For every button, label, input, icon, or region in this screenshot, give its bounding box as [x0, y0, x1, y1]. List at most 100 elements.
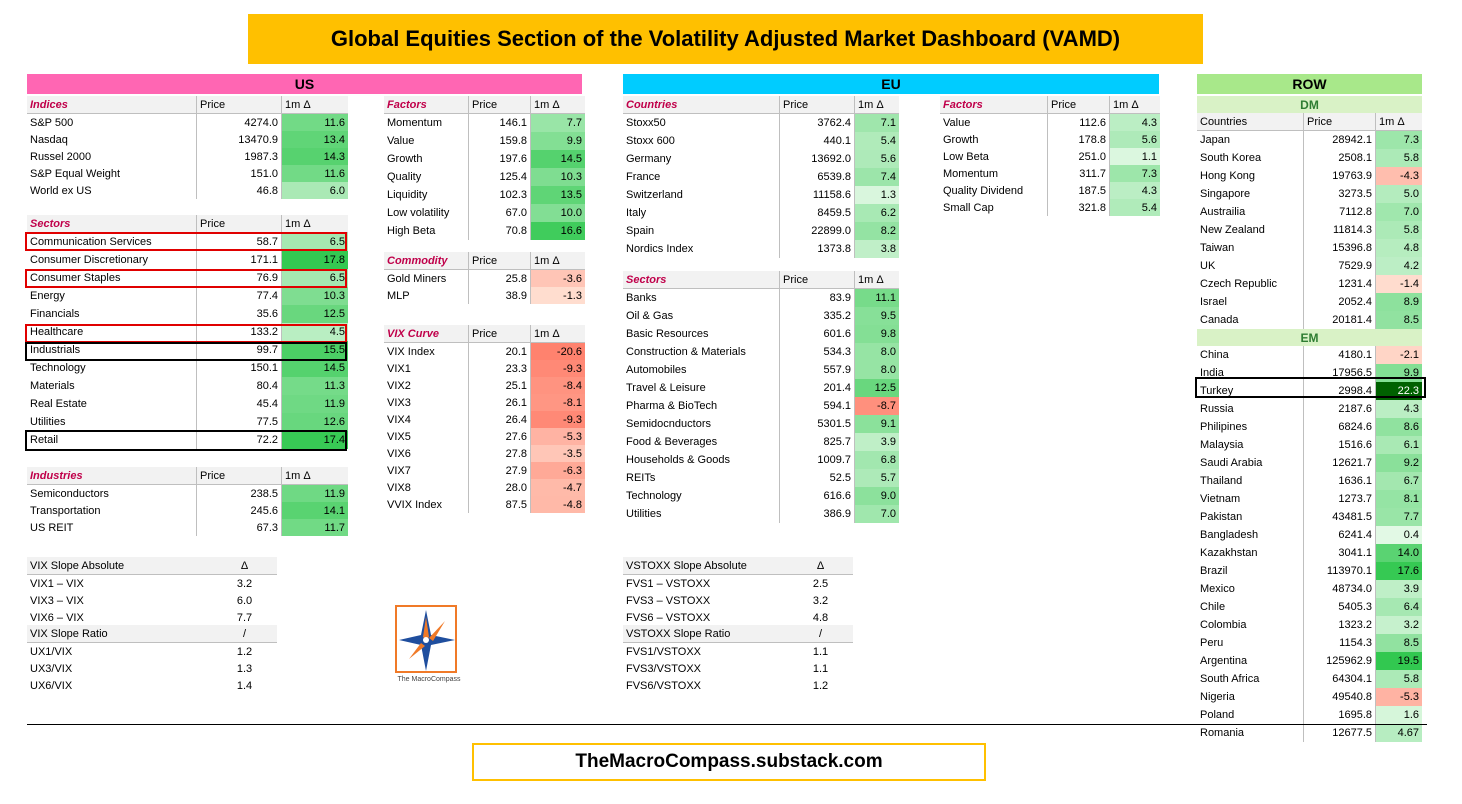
- price-cell: 12621.7: [1304, 454, 1376, 472]
- row-label: Kazakhstan: [1197, 544, 1304, 562]
- change-cell: 17.6: [1376, 562, 1422, 580]
- price-cell: 125.4: [469, 168, 531, 186]
- price-cell: 251.0: [1048, 148, 1110, 165]
- row-label: FVS6/VSTOXX: [626, 679, 701, 692]
- table-row: Utilities 386.9 7.0: [623, 505, 899, 523]
- price-cell: 825.7: [780, 433, 855, 451]
- change-cell: 11.9: [282, 485, 348, 502]
- table-row: Russel 2000 1987.3 14.3: [27, 148, 348, 165]
- country-row-hong-kong: Hong Kong 19763.9 -4.3: [1197, 167, 1422, 185]
- change-cell: 9.8: [855, 325, 899, 343]
- us-factors-table: Factors Price 1m Δ Momentum 146.1 7.7 Value 159…: [384, 96, 585, 240]
- price-cell: 25.1: [469, 377, 531, 394]
- country-row-new-zealand: New Zealand 11814.3 5.8: [1197, 221, 1422, 239]
- table-row: US REIT 67.3 11.7: [27, 519, 348, 536]
- price-cell: 1695.8: [1304, 706, 1376, 724]
- row-label: Food & Beverages: [623, 433, 780, 451]
- change-cell: 4.3: [1110, 182, 1160, 199]
- change-cell: 9.0: [855, 487, 899, 505]
- change-cell: 1.3: [855, 186, 899, 204]
- change-cell: 6.1: [1376, 436, 1422, 454]
- price-cell: 1009.7: [780, 451, 855, 469]
- price-cell: Price: [1048, 96, 1110, 113]
- change-cell: 8.0: [855, 343, 899, 361]
- change-cell: 6.0: [282, 182, 348, 199]
- change-cell: 12.5: [282, 305, 348, 323]
- country-row-brazil: Brazil 113970.1 17.6: [1197, 562, 1422, 580]
- logo-text: The MacroCompass: [397, 676, 461, 683]
- row-label: Poland: [1197, 706, 1304, 724]
- change-cell: 7.1: [855, 114, 899, 132]
- row-label: World ex US: [27, 182, 197, 199]
- change-cell: 8.5: [1376, 634, 1422, 652]
- change-cell: 1m Δ: [285, 217, 311, 230]
- row-label: New Zealand: [1197, 221, 1304, 239]
- value-cell: 2.5: [812, 577, 829, 590]
- row-label: Argentina: [1197, 652, 1304, 670]
- row-label: Retail: [27, 431, 197, 449]
- change-cell: 14.5: [282, 359, 348, 377]
- row-label: Germany: [623, 150, 780, 168]
- table-header-row: VIX Curve Price 1m Δ: [384, 325, 585, 343]
- table-row: Quality Dividend 187.5 4.3: [940, 182, 1160, 199]
- change-cell: 3.9: [1376, 580, 1422, 598]
- row-label: UX1/VIX: [30, 645, 73, 658]
- row-label: Growth: [384, 150, 469, 168]
- price-cell: 11158.6: [780, 186, 855, 204]
- change-cell: 3.8: [855, 240, 899, 258]
- price-cell: 125962.9: [1304, 652, 1376, 670]
- table-header-row: Sectors Price 1m Δ: [27, 215, 348, 233]
- country-row-philipines: Philipines 6824.6 8.6: [1197, 418, 1422, 436]
- vix-curve-table: VIX Curve Price 1m Δ VIX Index 20.1 -20.6 VIX1…: [384, 325, 585, 513]
- table-header-row: Factors Price 1m Δ: [384, 96, 585, 114]
- change-cell: 1m Δ: [534, 98, 560, 111]
- footer-link[interactable]: TheMacroCompass.substack.com: [472, 743, 986, 781]
- price-cell: 43481.5: [1304, 508, 1376, 526]
- price-cell: 440.1: [780, 132, 855, 150]
- value-cell: 1.4: [236, 679, 253, 692]
- value-cell: 1.2: [236, 645, 253, 658]
- row-label: Transportation: [27, 502, 197, 519]
- row-label: Low Beta: [940, 148, 1048, 165]
- price-cell: 3762.4: [780, 114, 855, 132]
- change-cell: 4.3: [1110, 114, 1160, 131]
- price-cell: Price: [197, 215, 282, 232]
- table-row: VVIX Index 87.5 -4.8: [384, 496, 585, 513]
- row-label: Singapore: [1197, 185, 1304, 203]
- change-cell: -9.3: [531, 360, 585, 377]
- table-row: VIX3 – VIX 6.0: [27, 592, 277, 609]
- vix-slope-ratio-table: VIX Slope Ratio / UX1/VIX 1.2 UX3/VIX 1.3 UX6/…: [27, 625, 277, 694]
- table-row: Nasdaq 13470.9 13.4: [27, 131, 348, 148]
- table-row: VIX6 27.8 -3.5: [384, 445, 585, 462]
- value-cell: /: [818, 627, 823, 640]
- price-cell: 171.1: [197, 251, 282, 269]
- change-cell: 11.1: [855, 289, 899, 307]
- change-cell: 8.6: [1376, 418, 1422, 436]
- table-title: VIX Slope Absolute: [30, 559, 125, 572]
- table-header-row: Countries Price 1m Δ: [1197, 113, 1422, 131]
- change-cell: 16.6: [531, 222, 585, 240]
- table-row: VIX2 25.1 -8.4: [384, 377, 585, 394]
- row-label: VIX3 – VIX: [30, 594, 84, 607]
- table-row: Switzerland 11158.6 1.3: [623, 186, 899, 204]
- country-row-singapore: Singapore 3273.5 5.0: [1197, 185, 1422, 203]
- change-cell: 7.4: [855, 168, 899, 186]
- change-cell: 12.5: [855, 379, 899, 397]
- table-row: VIX1 23.3 -9.3: [384, 360, 585, 377]
- table-row: Industrials 99.7 15.5: [27, 341, 348, 359]
- change-cell: 8.1: [1376, 490, 1422, 508]
- row-label: Consumer Discretionary: [27, 251, 197, 269]
- table-row: Stoxx50 3762.4 7.1: [623, 114, 899, 132]
- table-row: High Beta 70.8 16.6: [384, 222, 585, 240]
- price-cell: 6539.8: [780, 168, 855, 186]
- table-row: Travel & Leisure 201.4 12.5: [623, 379, 899, 397]
- change-cell: -1.4: [1376, 275, 1422, 293]
- change-cell: 17.4: [282, 431, 348, 449]
- row-label: VIX4: [384, 411, 469, 428]
- row-label: Oil & Gas: [623, 307, 780, 325]
- change-cell: 11.6: [282, 165, 348, 182]
- change-header: 1m Δ: [1379, 115, 1405, 128]
- row-label: Industrials: [27, 341, 197, 359]
- row-label: Utilities: [623, 505, 780, 523]
- row-label: Automobiles: [623, 361, 780, 379]
